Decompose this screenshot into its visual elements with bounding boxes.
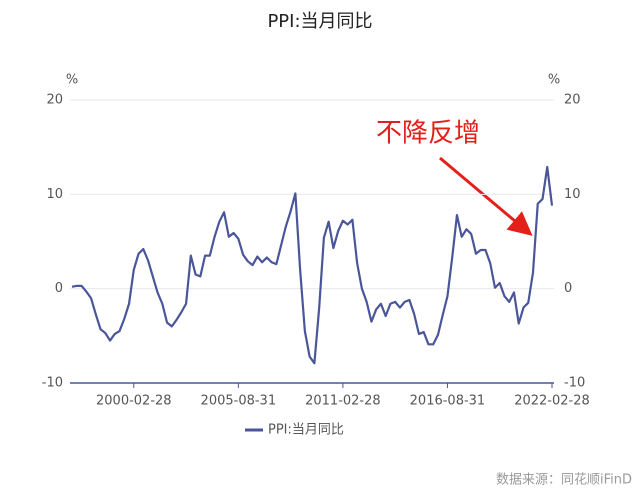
x-tick-label: 2011-02-28: [305, 394, 381, 409]
x-tick-label: 2000-02-28: [96, 394, 172, 409]
x-tick-label: 2016-08-31: [410, 394, 486, 409]
x-tick-label: 2005-08-31: [201, 394, 277, 409]
chart-title: PPI:当月同比: [267, 11, 372, 32]
y-unit: %: [66, 73, 78, 88]
annotation-arrow: [439, 156, 533, 236]
x-tick-label: 2022-02-28: [514, 394, 590, 409]
y2-tick-label: 10: [564, 187, 581, 202]
source: 数据来源：同花顺iFinD: [496, 472, 632, 488]
y-tick-label: -10: [42, 376, 63, 391]
y2-unit: %: [548, 73, 560, 88]
y2-tick-label: 20: [564, 93, 581, 108]
y2-tick-label: 0: [564, 281, 572, 296]
y-tick-label: 0: [55, 281, 63, 296]
legend-label: PPI:当月同比: [268, 423, 344, 438]
y-tick-label: 20: [46, 93, 63, 108]
annotation: 不降反增: [376, 119, 480, 149]
series-line: [71, 165, 554, 365]
y-tick-label: 10: [46, 187, 63, 202]
y2-tick-label: -10: [564, 376, 585, 391]
